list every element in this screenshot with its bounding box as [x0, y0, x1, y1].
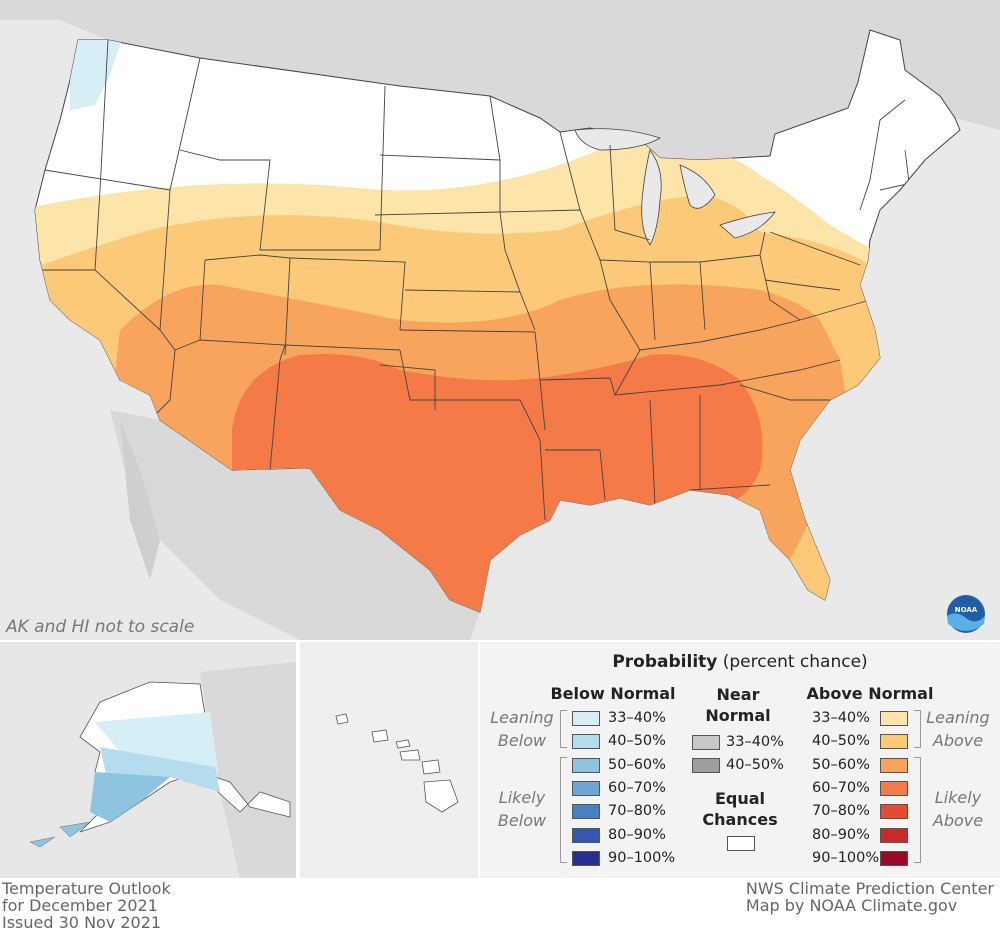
canada-landmass [0, 0, 1000, 160]
near-label-1: 40–50% [726, 757, 784, 774]
contiguous-us-temperature-map: AK and HI not to scale [0, 0, 1000, 640]
above-label-4: 70–80% [812, 803, 870, 820]
below-label-6: 90–100% [608, 849, 676, 866]
above-swatch-3 [880, 780, 908, 796]
below-33-40-zone [70, 30, 125, 110]
lake-michigan [641, 149, 662, 246]
below-label-0: 33–40% [608, 710, 666, 726]
below-swatch-2 [572, 757, 600, 773]
above-swatch-0 [880, 711, 908, 726]
lake-erie [719, 211, 776, 239]
near-normal-header: Near Normal [705, 685, 771, 725]
below-label-4: 70–80% [608, 803, 666, 820]
below-label-5: 80–90% [608, 826, 666, 843]
above-normal-header: Above Normal [806, 684, 934, 703]
outlook-caption: Temperature Outlook for December 2021 Is… [2, 879, 171, 932]
equal-chances-swatch [727, 836, 755, 851]
hawaii-inset-map [300, 642, 478, 878]
below-normal-header: Below Normal [550, 684, 676, 703]
likely-above-label: Likely Above [932, 788, 984, 830]
above-label-1: 40–50% [812, 733, 870, 750]
leaning-below-label: Leaning Below [490, 708, 554, 750]
near-swatch-0 [692, 735, 720, 750]
below-swatch-0 [572, 711, 600, 726]
above-label-6: 90–100% [812, 849, 880, 866]
leaning-above-label: Leaning Above [926, 708, 990, 750]
above-label-2: 50–60% [812, 756, 870, 773]
below-swatch-5 [572, 827, 600, 843]
below-label-1: 40–50% [608, 733, 666, 750]
mexico-landmass [110, 410, 480, 640]
above-swatch-6 [880, 850, 908, 866]
above-swatch-5 [880, 827, 908, 843]
near-label-0: 33–40% [726, 734, 784, 750]
above-swatch-1 [880, 734, 908, 750]
above-label-5: 80–90% [812, 826, 870, 843]
below-label-2: 50–60% [608, 756, 666, 773]
near-swatch-1 [692, 758, 720, 774]
svg-text:NOAA: NOAA [955, 606, 978, 614]
legend-title: Probability (percent chance) [612, 652, 868, 672]
above-swatch-2 [880, 757, 908, 773]
above-label-0: 33–40% [812, 710, 870, 726]
ak-below-50-60 [90, 772, 170, 822]
credit-caption: NWS Climate Prediction Center Map by NOA… [745, 879, 994, 915]
alaska-inset-map [0, 642, 296, 878]
state-boundaries [35, 39, 926, 521]
below-swatch-6 [572, 850, 600, 866]
noaa-logo: NOAA [947, 595, 985, 633]
above-swatch-4 [880, 804, 908, 820]
ak-below-33-40 [95, 712, 218, 772]
below-label-3: 60–70% [608, 779, 666, 796]
lake-huron [679, 164, 716, 209]
below-swatch-1 [572, 734, 600, 750]
equal-chances-header: Equal Chances [702, 789, 778, 829]
above-label-3: 60–70% [812, 779, 870, 796]
below-swatch-3 [572, 780, 600, 796]
likely-below-label: Likely Below [497, 788, 547, 830]
scale-note: AK and HI not to scale [5, 617, 194, 637]
canada-yukon [200, 662, 296, 878]
lake-superior [574, 128, 661, 151]
below-swatch-4 [572, 804, 600, 820]
